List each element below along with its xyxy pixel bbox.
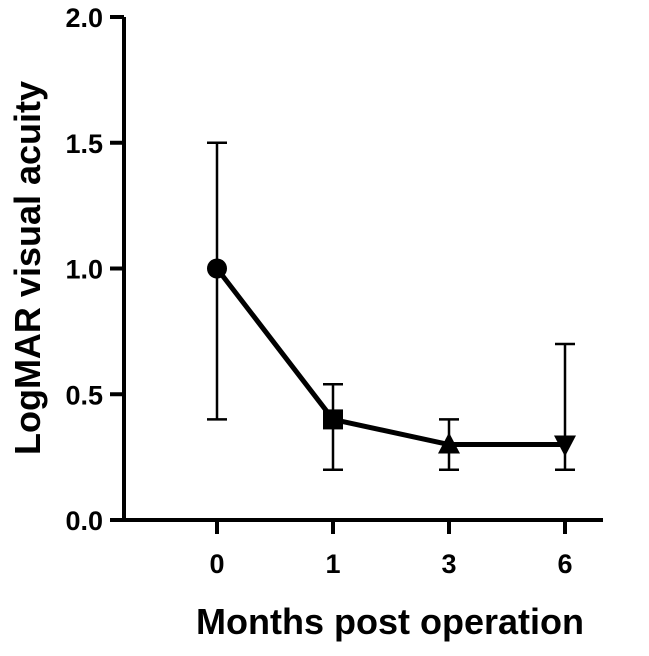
y-tick-label: 2.0 xyxy=(65,3,103,33)
y-ticks: 0.0 0.5 1.0 1.5 2.0 xyxy=(65,3,124,536)
series-line-group xyxy=(215,266,565,448)
data-point-triangle-down xyxy=(554,435,576,457)
x-tick-label: 0 xyxy=(209,549,224,579)
y-axis: 0.0 0.5 1.0 1.5 2.0 xyxy=(65,3,126,536)
x-tick-label: 1 xyxy=(325,549,340,579)
data-point-triangle-up xyxy=(438,432,460,454)
y-tick-label: 1.5 xyxy=(65,129,103,159)
series-line xyxy=(215,266,565,448)
x-ticks: 0 1 3 6 xyxy=(209,520,573,579)
data-point-circle xyxy=(207,258,227,279)
x-tick-label: 3 xyxy=(441,549,456,579)
y-tick-label: 0.5 xyxy=(65,380,103,410)
x-axis: 0 1 3 6 xyxy=(122,518,603,579)
x-axis-title: Months post operation xyxy=(196,601,584,642)
data-markers xyxy=(207,258,576,457)
y-tick-label: 1.0 xyxy=(65,255,103,285)
y-tick-label: 0.0 xyxy=(65,506,103,536)
data-point-square xyxy=(323,409,343,430)
y-axis-title: LogMAR visual acuity xyxy=(7,81,48,455)
x-tick-label: 6 xyxy=(557,549,572,579)
error-bars xyxy=(207,141,575,471)
